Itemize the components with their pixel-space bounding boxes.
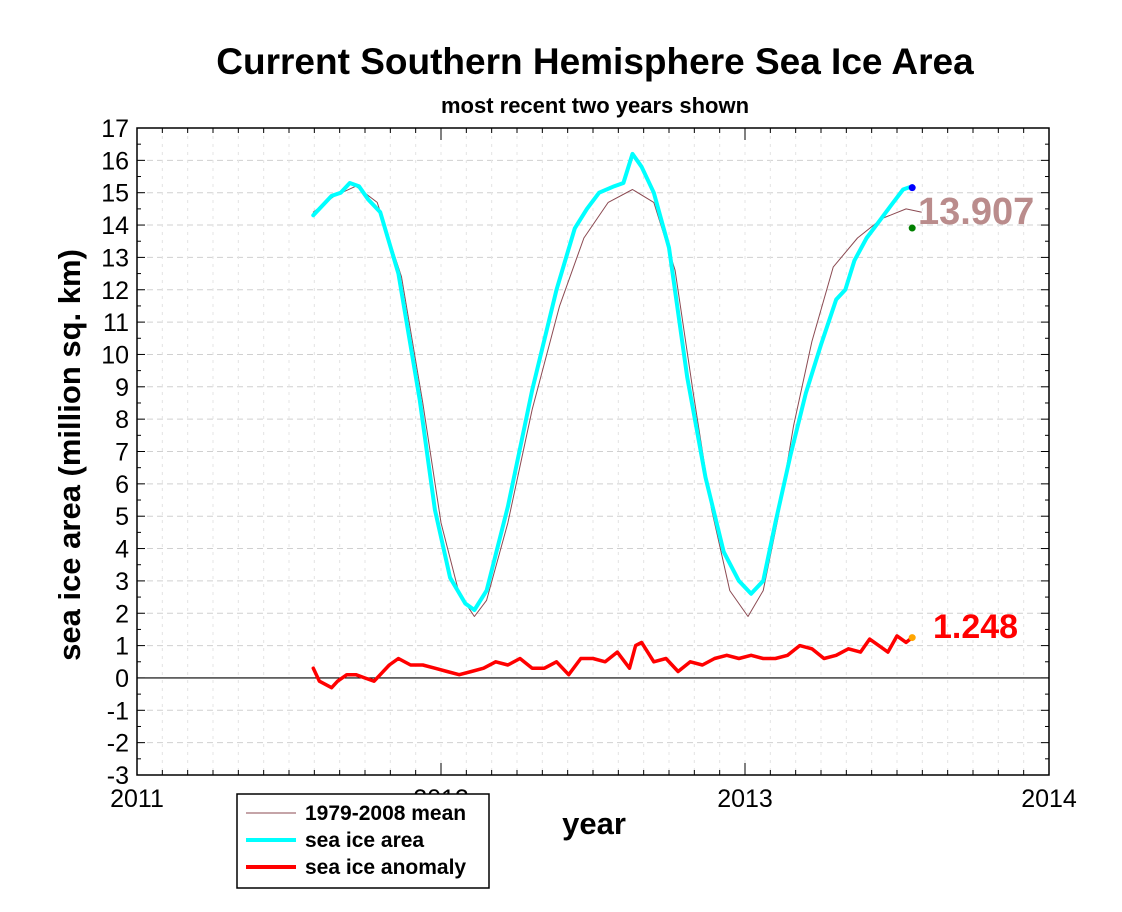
y-tick-label: -2: [107, 730, 129, 758]
current-points: [908, 184, 916, 642]
y-tick-label: -1: [107, 697, 129, 725]
x-tick-labels: 2011201220132014: [110, 785, 1077, 813]
y-tick-label: 3: [115, 568, 129, 596]
y-axis-label: sea ice area (million sq. km): [52, 249, 87, 661]
anomaly-series-line: [311, 634, 914, 690]
y-tick-label: 4: [115, 536, 129, 564]
x-tick-label: 2014: [1021, 785, 1077, 813]
mean-series-line: [312, 185, 922, 617]
y-tick-label: 10: [101, 341, 129, 369]
legend-label-area: sea ice area: [305, 829, 424, 852]
chart-subtitle: most recent two years shown: [441, 93, 749, 118]
y-tick-label: 0: [115, 665, 129, 693]
y-tick-label: 9: [115, 374, 129, 402]
y-tick-label: 13: [101, 244, 129, 272]
current-area-label: 13.907: [918, 191, 1034, 233]
y-tick-label: 17: [101, 115, 129, 143]
y-tick-label: 2: [115, 600, 129, 628]
current-anomaly-label: 1.248: [933, 608, 1018, 646]
y-tick-label: 12: [101, 277, 129, 305]
current-anomaly-point: [908, 634, 916, 642]
y-tick-label: -3: [107, 762, 129, 790]
series-layer: [311, 151, 922, 690]
y-tick-label: 15: [101, 180, 129, 208]
legend-label-mean: 1979-2008 mean: [305, 802, 466, 825]
y-tick-label: 8: [115, 406, 129, 434]
x-tick-label: 2011: [110, 785, 164, 813]
y-tick-label: 6: [115, 471, 129, 499]
x-axis-label: year: [562, 806, 626, 841]
y-tick-label: 11: [103, 309, 129, 337]
axis-ticks: [136, 127, 1050, 776]
area-series-line: [311, 151, 915, 612]
legend: 1979-2008 mean sea ice area sea ice anom…: [236, 793, 490, 889]
y-tick-label: 16: [101, 147, 129, 175]
y-tick-label: 5: [115, 503, 129, 531]
y-tick-label: 1: [115, 633, 129, 661]
x-tick-label: 2013: [717, 785, 773, 813]
y-tick-label: 14: [101, 212, 129, 240]
legend-label-anomaly: sea ice anomaly: [305, 856, 466, 879]
chart-title: Current Southern Hemisphere Sea Ice Area: [216, 41, 974, 82]
y-tick-label: 7: [115, 439, 129, 467]
current-area-point: [908, 184, 916, 192]
current-mean-point: [908, 224, 916, 232]
